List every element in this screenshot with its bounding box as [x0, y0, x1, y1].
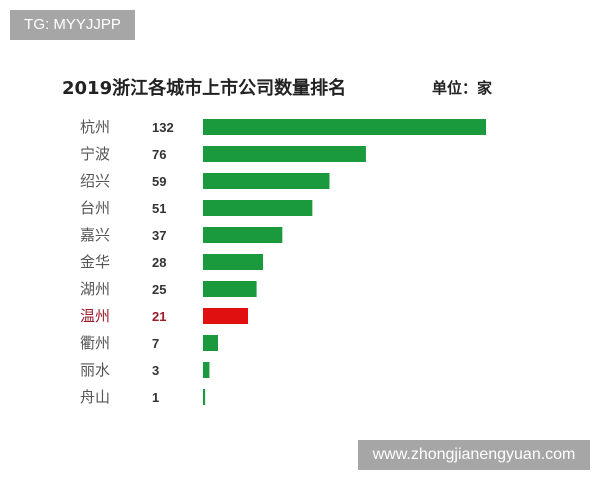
watermark-bottom: www.zhongjianengyuan.com [358, 440, 590, 470]
category-label: 衢州 [80, 334, 110, 352]
bar-台州 [203, 200, 313, 216]
value-label: 76 [152, 147, 166, 162]
category-label: 温州 [80, 307, 110, 325]
bar-温州 [203, 308, 249, 324]
bar-绍兴 [203, 173, 330, 189]
value-label: 21 [152, 309, 166, 324]
unit-label: 单位：家 [432, 79, 493, 97]
chart-title: 2019浙江各城市上市公司数量排名 [62, 78, 347, 99]
value-label: 1 [152, 390, 159, 405]
value-label: 25 [152, 282, 166, 297]
watermark-top: TG: MYYJJPP [10, 10, 135, 40]
bar-金华 [203, 254, 264, 270]
value-label: 3 [152, 363, 159, 378]
value-label: 7 [152, 336, 159, 351]
category-label: 台州 [80, 199, 110, 217]
category-label: 宁波 [80, 145, 110, 163]
value-label: 132 [152, 120, 174, 135]
category-label: 舟山 [80, 388, 110, 406]
bar-丽水 [203, 362, 210, 378]
category-label: 丽水 [80, 361, 110, 379]
value-label: 28 [152, 255, 166, 270]
category-label: 绍兴 [80, 172, 110, 190]
bar-宁波 [203, 146, 366, 162]
value-label: 59 [152, 174, 166, 189]
bar-衢州 [203, 335, 219, 351]
bar-湖州 [203, 281, 257, 297]
category-label: 湖州 [80, 280, 110, 298]
bar-舟山 [203, 389, 206, 405]
value-label: 37 [152, 228, 166, 243]
category-label: 嘉兴 [80, 226, 110, 244]
bar-杭州 [203, 119, 486, 135]
category-label: 杭州 [80, 118, 110, 136]
value-label: 51 [152, 201, 166, 216]
category-label: 金华 [80, 253, 110, 271]
bar-嘉兴 [203, 227, 283, 243]
